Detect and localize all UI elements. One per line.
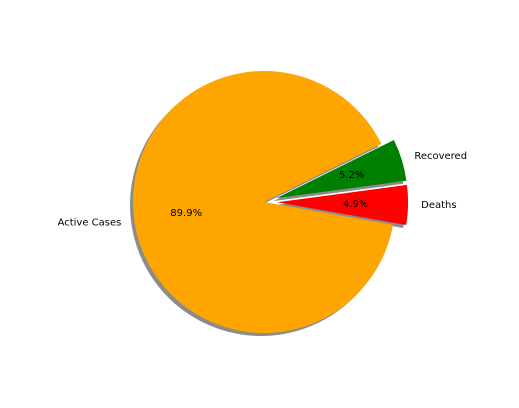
slice-percent-recovered: 5.2%: [339, 170, 364, 181]
slice-percent-deaths: 4.9%: [343, 199, 368, 210]
pie-slice-active-cases: [133, 71, 394, 334]
slice-label-deaths: Deaths: [421, 200, 456, 211]
pie-slice-deaths: [277, 184, 409, 226]
slice-percent-active-cases: 89.9%: [170, 208, 202, 219]
slice-label-active-cases: Active Cases: [58, 218, 122, 229]
text-layer: Deaths 4.9% Recovered 5.2% Active Cases 89.9%: [58, 151, 467, 228]
slice-label-recovered: Recovered: [414, 151, 467, 162]
slice-layer: [133, 71, 409, 334]
pie-slice-recovered: [276, 140, 407, 199]
